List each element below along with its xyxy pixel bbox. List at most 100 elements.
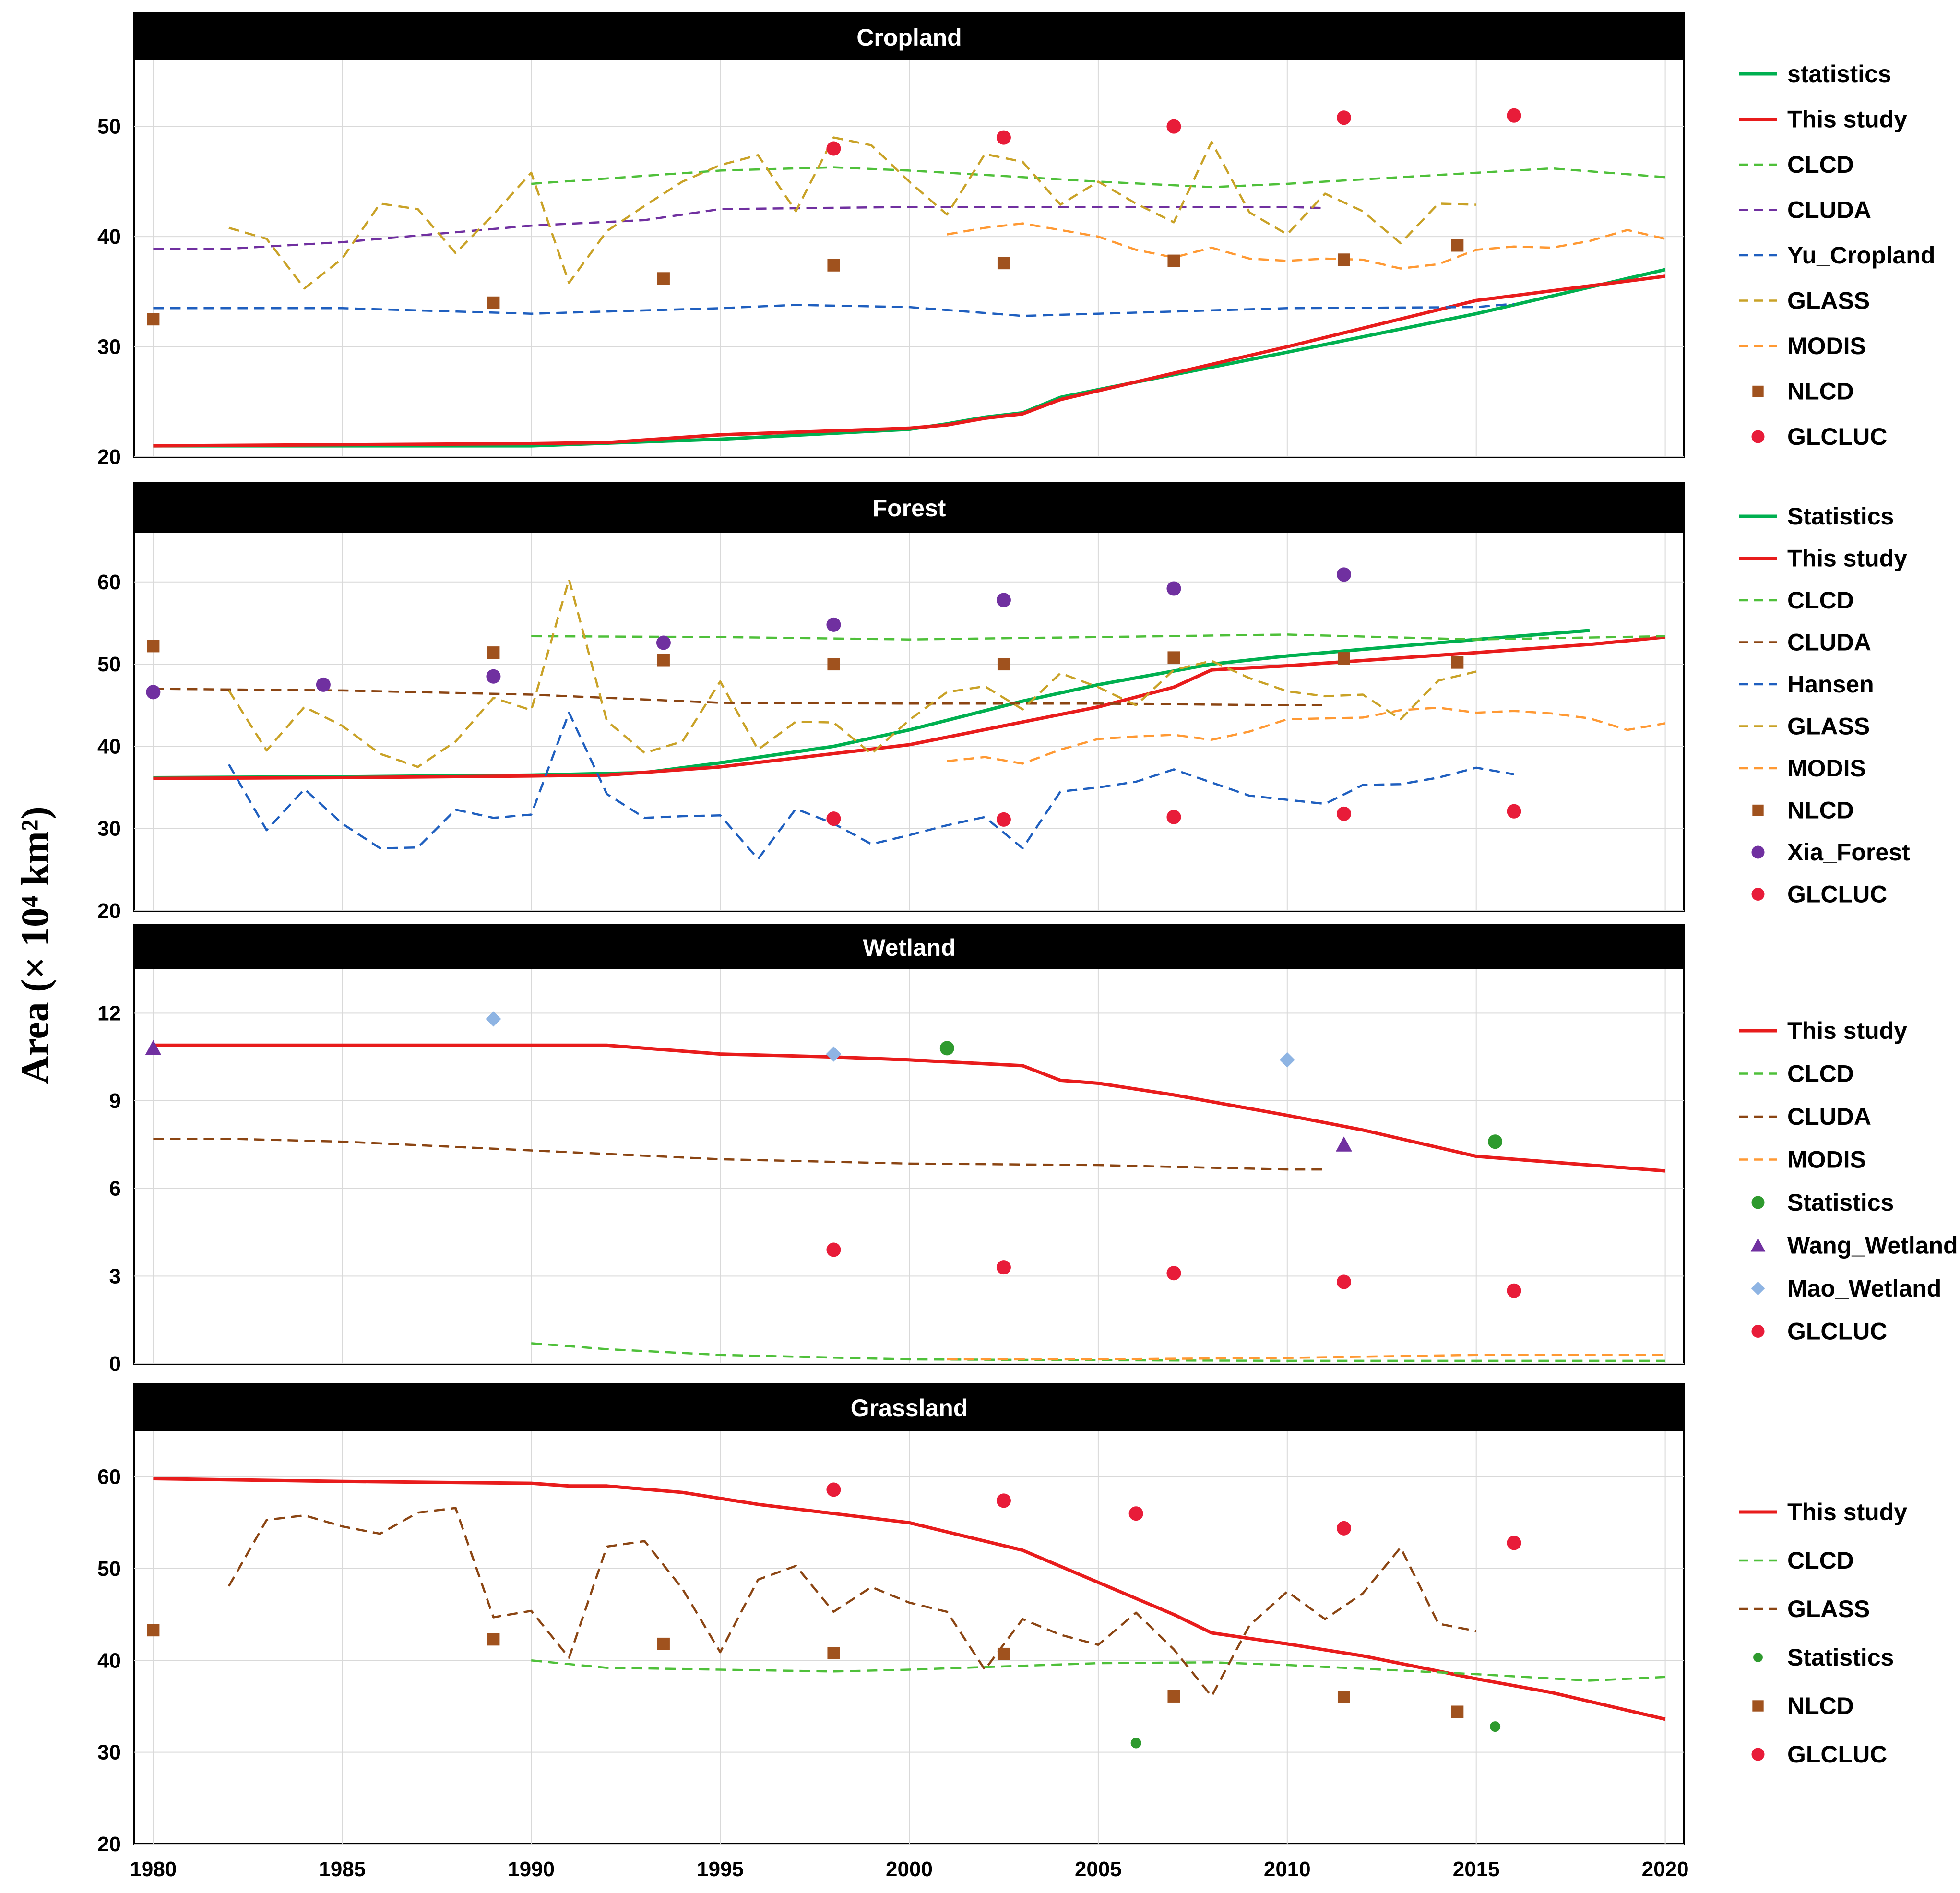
grassland-statistics-points [1130,1721,1501,1749]
wetland-legend-wang-wetland: Wang_Wetland [1750,1232,1958,1259]
grassland-legend-glcluc: GLCLUC [1751,1741,1887,1768]
forest-legend-xia-forest-label: Xia_Forest [1787,839,1910,866]
forest-legend-cluda-label: CLUDA [1787,629,1871,656]
cropland-grid [134,60,1684,457]
forest-nlcd-point-6 [1337,652,1350,665]
forest-nlcd-point-0 [147,640,160,653]
grassland-ytick-40: 40 [97,1649,121,1672]
grassland-glcluc-points [826,1482,1521,1550]
cropland-glass-line [228,136,1476,290]
cropland-nlcd-point-5 [1167,254,1180,267]
cropland-this-study-line [153,274,1666,448]
forest-legend-hansen-label: Hansen [1787,671,1874,698]
forest-xia-forest-point-3 [656,635,671,650]
cropland-nlcd-point-3 [827,259,840,272]
forest-legend-glcluc-swatch [1751,888,1765,901]
x-tick-2000: 2000 [886,1857,933,1881]
forest-grid [134,533,1684,911]
cropland-nlcd-point-2 [657,272,670,285]
wetland-mao-wetland-point-2 [1279,1052,1295,1068]
wetland-glcluc-point-1 [996,1260,1011,1275]
wetland-legend-statistics-swatch [1751,1196,1765,1209]
grassland-glcluc-point-0 [826,1482,841,1497]
x-tick-1985: 1985 [319,1857,366,1881]
wetland-legend-mao-wetland-label: Mao_Wetland [1787,1275,1941,1302]
cropland-legend-yu-cropland-label: Yu_Cropland [1787,242,1935,269]
cropland-ytick-50: 50 [97,115,121,139]
cropland-legend-this-study: This study [1739,106,1907,133]
grassland-glcluc-point-4 [1507,1536,1521,1550]
cropland-legend-statistics-label: statistics [1787,60,1891,87]
grassland-glcluc-point-2 [1128,1506,1143,1521]
forest-legend-statistics: Statistics [1739,503,1894,530]
forest-xia-forest-point-1 [316,677,331,692]
cropland-series [147,108,1666,448]
cropland-cluda-line [153,205,1325,250]
grassland-statistics-point-1 [1490,1721,1501,1732]
wetland-glcluc-point-3 [1336,1274,1351,1289]
forest-xia-forest-points [146,567,1351,700]
forest-series [146,567,1665,860]
wetland-mao-wetland-point-0 [486,1011,501,1027]
grassland-nlcd-point-2 [657,1637,670,1650]
wetland-statistics-point-0 [939,1041,954,1056]
cropland-legend-glcluc: GLCLUC [1751,423,1887,450]
cropland-panel: Cropland 20 30 40 50 statistics This study CLCD… [97,12,1935,469]
grassland-legend-this-study-label: This study [1787,1499,1907,1525]
forest-glcluc-point-0 [826,811,841,826]
forest-legend-clcd-label: CLCD [1787,587,1854,614]
grassland-panel: Grassland 20 30 40 50 60 This study CLCD GLASS St… [97,1383,1907,1856]
grassland-legend-glass: GLASS [1739,1595,1870,1622]
cropland-legend-clcd: CLCD [1739,151,1854,178]
grassland-title: Grassland [851,1394,968,1421]
cropland-glcluc-point-1 [996,130,1011,145]
wetland-legend-glcluc-label: GLCLUC [1787,1318,1887,1345]
cropland-legend-nlcd: NLCD [1752,378,1854,405]
wetland-legend-this-study-label: This study [1787,1017,1907,1044]
wetland-glcluc-point-0 [826,1242,841,1257]
forest-ytick-20: 20 [97,899,121,923]
cropland-ytick-40: 40 [97,225,121,249]
forest-legend-hansen: Hansen [1739,671,1874,698]
wetland-ytick-9: 9 [109,1089,121,1113]
grassland-legend-this-study: This study [1739,1499,1907,1525]
forest-xia-forest-point-4 [826,617,841,632]
wetland-legend-modis: MODIS [1739,1146,1866,1173]
wetland-ytick-12: 12 [97,1001,121,1025]
grassland-legend-clcd-label: CLCD [1787,1547,1854,1574]
forest-nlcd-point-3 [827,658,840,671]
wetland-this-study-line [153,1043,1665,1173]
cropland-nlcd-point-0 [147,313,160,326]
forest-title-strip [134,483,1684,533]
grassland-series [147,1477,1666,1749]
forest-legend-xia-forest-swatch [1751,845,1765,859]
cropland-yu-cropland-line [153,302,1514,317]
cropland-nlcd-points [147,239,1464,326]
forest-modis-line [947,706,1665,765]
cropland-legend: statistics This study CLCD CLUDA Yu_Cropland… [1739,60,1935,450]
grassland-glass-line [228,1507,1477,1698]
wetland-legend-glcluc: GLCLUC [1751,1318,1887,1345]
forest-panel: Forest 20 30 40 50 60 Statistics This study CLCD… [97,482,1910,923]
wetland-legend-clcd: CLCD [1739,1060,1854,1087]
grassland-nlcd-point-7 [1451,1705,1464,1718]
x-axis: 1980 1985 1990 1995 2000 2005 2010 2015 2020 [130,1857,1688,1881]
forest-title: Forest [873,495,946,522]
y-axis-label: Area (× 10⁴ km²) [13,806,57,1084]
cropland-nlcd-point-4 [997,257,1010,270]
wetland-ytick-0: 0 [109,1352,121,1376]
forest-this-study-line [153,635,1665,780]
cropland-legend-modis: MODIS [1739,333,1866,359]
grassland-legend-clcd: CLCD [1739,1547,1854,1574]
wetland-ytick-3: 3 [109,1264,121,1288]
wetland-legend-statistics: Statistics [1751,1189,1894,1216]
grassland-legend-glcluc-swatch [1751,1748,1765,1761]
cropland-modis-line [947,222,1666,270]
cropland-glcluc-point-0 [826,141,841,156]
grassland-legend-glcluc-label: GLCLUC [1787,1741,1887,1768]
wetland-ytick-6: 6 [109,1177,121,1201]
forest-xia-forest-point-7 [1336,567,1351,582]
grassland-ytick-50: 50 [97,1557,121,1581]
grassland-statistics-point-0 [1130,1738,1141,1749]
